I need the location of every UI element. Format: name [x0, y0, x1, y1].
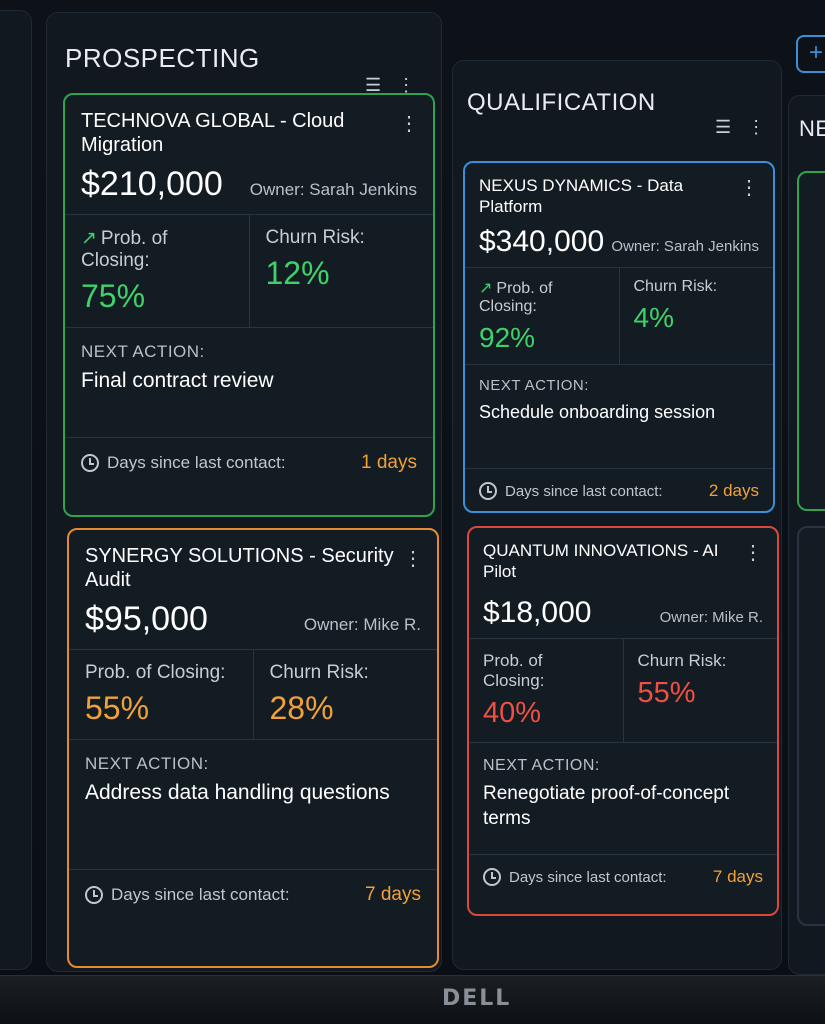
next-action-text: Address data handling questions	[85, 781, 390, 804]
churn-value: 4%	[633, 302, 674, 333]
churn-risk: Churn Risk: 4%	[618, 268, 774, 364]
list-filter-icon[interactable]: ☰	[365, 75, 382, 95]
churn-risk: Churn Risk: 28%	[252, 650, 438, 739]
next-action-text: Schedule onboarding session	[479, 402, 716, 422]
days-since-contact: 7 days	[712, 867, 763, 886]
column-qualification: QUALIFICATION ☰ ⋮ NEXUS DYNAMICS - Data …	[452, 60, 782, 970]
deal-card-technova[interactable]: TECHNOVA GLOBAL - Cloud Migration ⋮ $210…	[63, 93, 435, 517]
clock-icon	[479, 482, 497, 500]
list-filter-icon[interactable]: ☰	[715, 117, 732, 137]
trend-up-icon: ↗	[81, 228, 97, 249]
prob-closing: ↗ Prob. of Closing: 92%	[465, 268, 619, 364]
more-vertical-icon[interactable]: ⋮	[739, 177, 759, 199]
churn-value: 55%	[637, 677, 696, 709]
column-title: QUALIFICATION	[467, 89, 656, 116]
deal-title: SYNERGY SOLUTIONS - Security Audit	[85, 545, 394, 591]
clock-icon	[85, 886, 103, 904]
next-action-text: Renegotiate proof-of-concept terms	[483, 783, 730, 829]
deal-amount: $95,000	[85, 600, 208, 638]
next-action: NEXT ACTION: Final contract review	[65, 328, 433, 438]
prob-value: 40%	[483, 697, 542, 729]
prob-value: 55%	[85, 690, 150, 726]
deal-amount: $340,000	[479, 225, 605, 258]
prob-closing: ↗ Prob. of Closing: 75%	[65, 215, 249, 327]
more-vertical-icon[interactable]: ⋮	[399, 113, 419, 135]
column-next-partial: NE	[788, 95, 825, 975]
pipeline-board: PROSPECTING ☰ ⋮ TECHNOVA GLOBAL - Cloud …	[0, 0, 825, 975]
plus-icon[interactable]: +	[796, 35, 825, 73]
clock-icon	[81, 454, 99, 472]
more-vertical-icon[interactable]: ⋮	[397, 75, 416, 95]
deal-amount: $18,000	[483, 596, 592, 629]
last-contact: Days since last contact: 7 days	[469, 855, 777, 899]
last-contact: Days since last contact: 1 days	[65, 438, 433, 488]
prob-closing: Prob. of Closing: 40%	[469, 639, 623, 742]
column-title: PROSPECTING	[65, 43, 260, 73]
more-vertical-icon[interactable]: ⋮	[743, 542, 763, 564]
trend-up-icon: ↗	[479, 280, 493, 297]
deal-owner: Owner: Mike R.	[303, 615, 421, 634]
next-action: NEXT ACTION: Address data handling quest…	[69, 740, 437, 870]
churn-value: 28%	[269, 690, 334, 726]
column-prospecting: PROSPECTING ☰ ⋮ TECHNOVA GLOBAL - Cloud …	[46, 12, 442, 972]
column-title: NE	[799, 116, 825, 141]
churn-value: 12%	[265, 255, 330, 291]
days-since-contact: 7 days	[365, 884, 421, 905]
days-since-contact: 2 days	[708, 481, 759, 500]
last-contact: Days since last contact: 7 days	[69, 870, 437, 920]
deal-title: NEXUS DYNAMICS - Data Platform	[479, 176, 684, 216]
more-vertical-icon[interactable]: ⋮	[403, 548, 423, 570]
monitor-bezel: DELL	[0, 975, 825, 1024]
deal-title: TECHNOVA GLOBAL - Cloud Migration	[81, 110, 345, 156]
brand-logo: DELL	[442, 986, 512, 1011]
deal-card-quantum[interactable]: QUANTUM INNOVATIONS - AI Pilot ⋮ $18,000…	[467, 526, 779, 916]
deal-title: QUANTUM INNOVATIONS - AI Pilot	[483, 541, 719, 581]
deal-card-nexus[interactable]: NEXUS DYNAMICS - Data Platform ⋮ $340,00…	[463, 161, 775, 513]
next-action-text: Final contract review	[81, 369, 274, 392]
next-action: NEXT ACTION: Renegotiate proof-of-concep…	[469, 743, 777, 855]
column-left-partial	[0, 10, 32, 970]
deal-owner: Owner: Sarah Jenkins	[611, 238, 759, 255]
prob-value: 75%	[81, 278, 146, 314]
deal-amount: $210,000	[81, 165, 223, 203]
clock-icon	[483, 868, 501, 886]
churn-risk: Churn Risk: 55%	[622, 639, 778, 742]
deal-card-synergy[interactable]: SYNERGY SOLUTIONS - Security Audit ⋮ $95…	[67, 528, 439, 968]
prob-value: 92%	[479, 322, 536, 353]
deal-owner: Owner: Mike R.	[659, 609, 763, 626]
more-vertical-icon[interactable]: ⋮	[747, 117, 766, 137]
prob-closing: Prob. of Closing: 55%	[69, 650, 253, 739]
deal-card-partial[interactable]	[797, 171, 825, 511]
deal-owner: Owner: Sarah Jenkins	[249, 180, 417, 199]
churn-risk: Churn Risk: 12%	[248, 215, 434, 327]
last-contact: Days since last contact: 2 days	[465, 469, 773, 511]
deal-card-partial[interactable]	[797, 526, 825, 926]
next-action: NEXT ACTION: Schedule onboarding session	[465, 365, 773, 469]
days-since-contact: 1 days	[361, 452, 417, 473]
